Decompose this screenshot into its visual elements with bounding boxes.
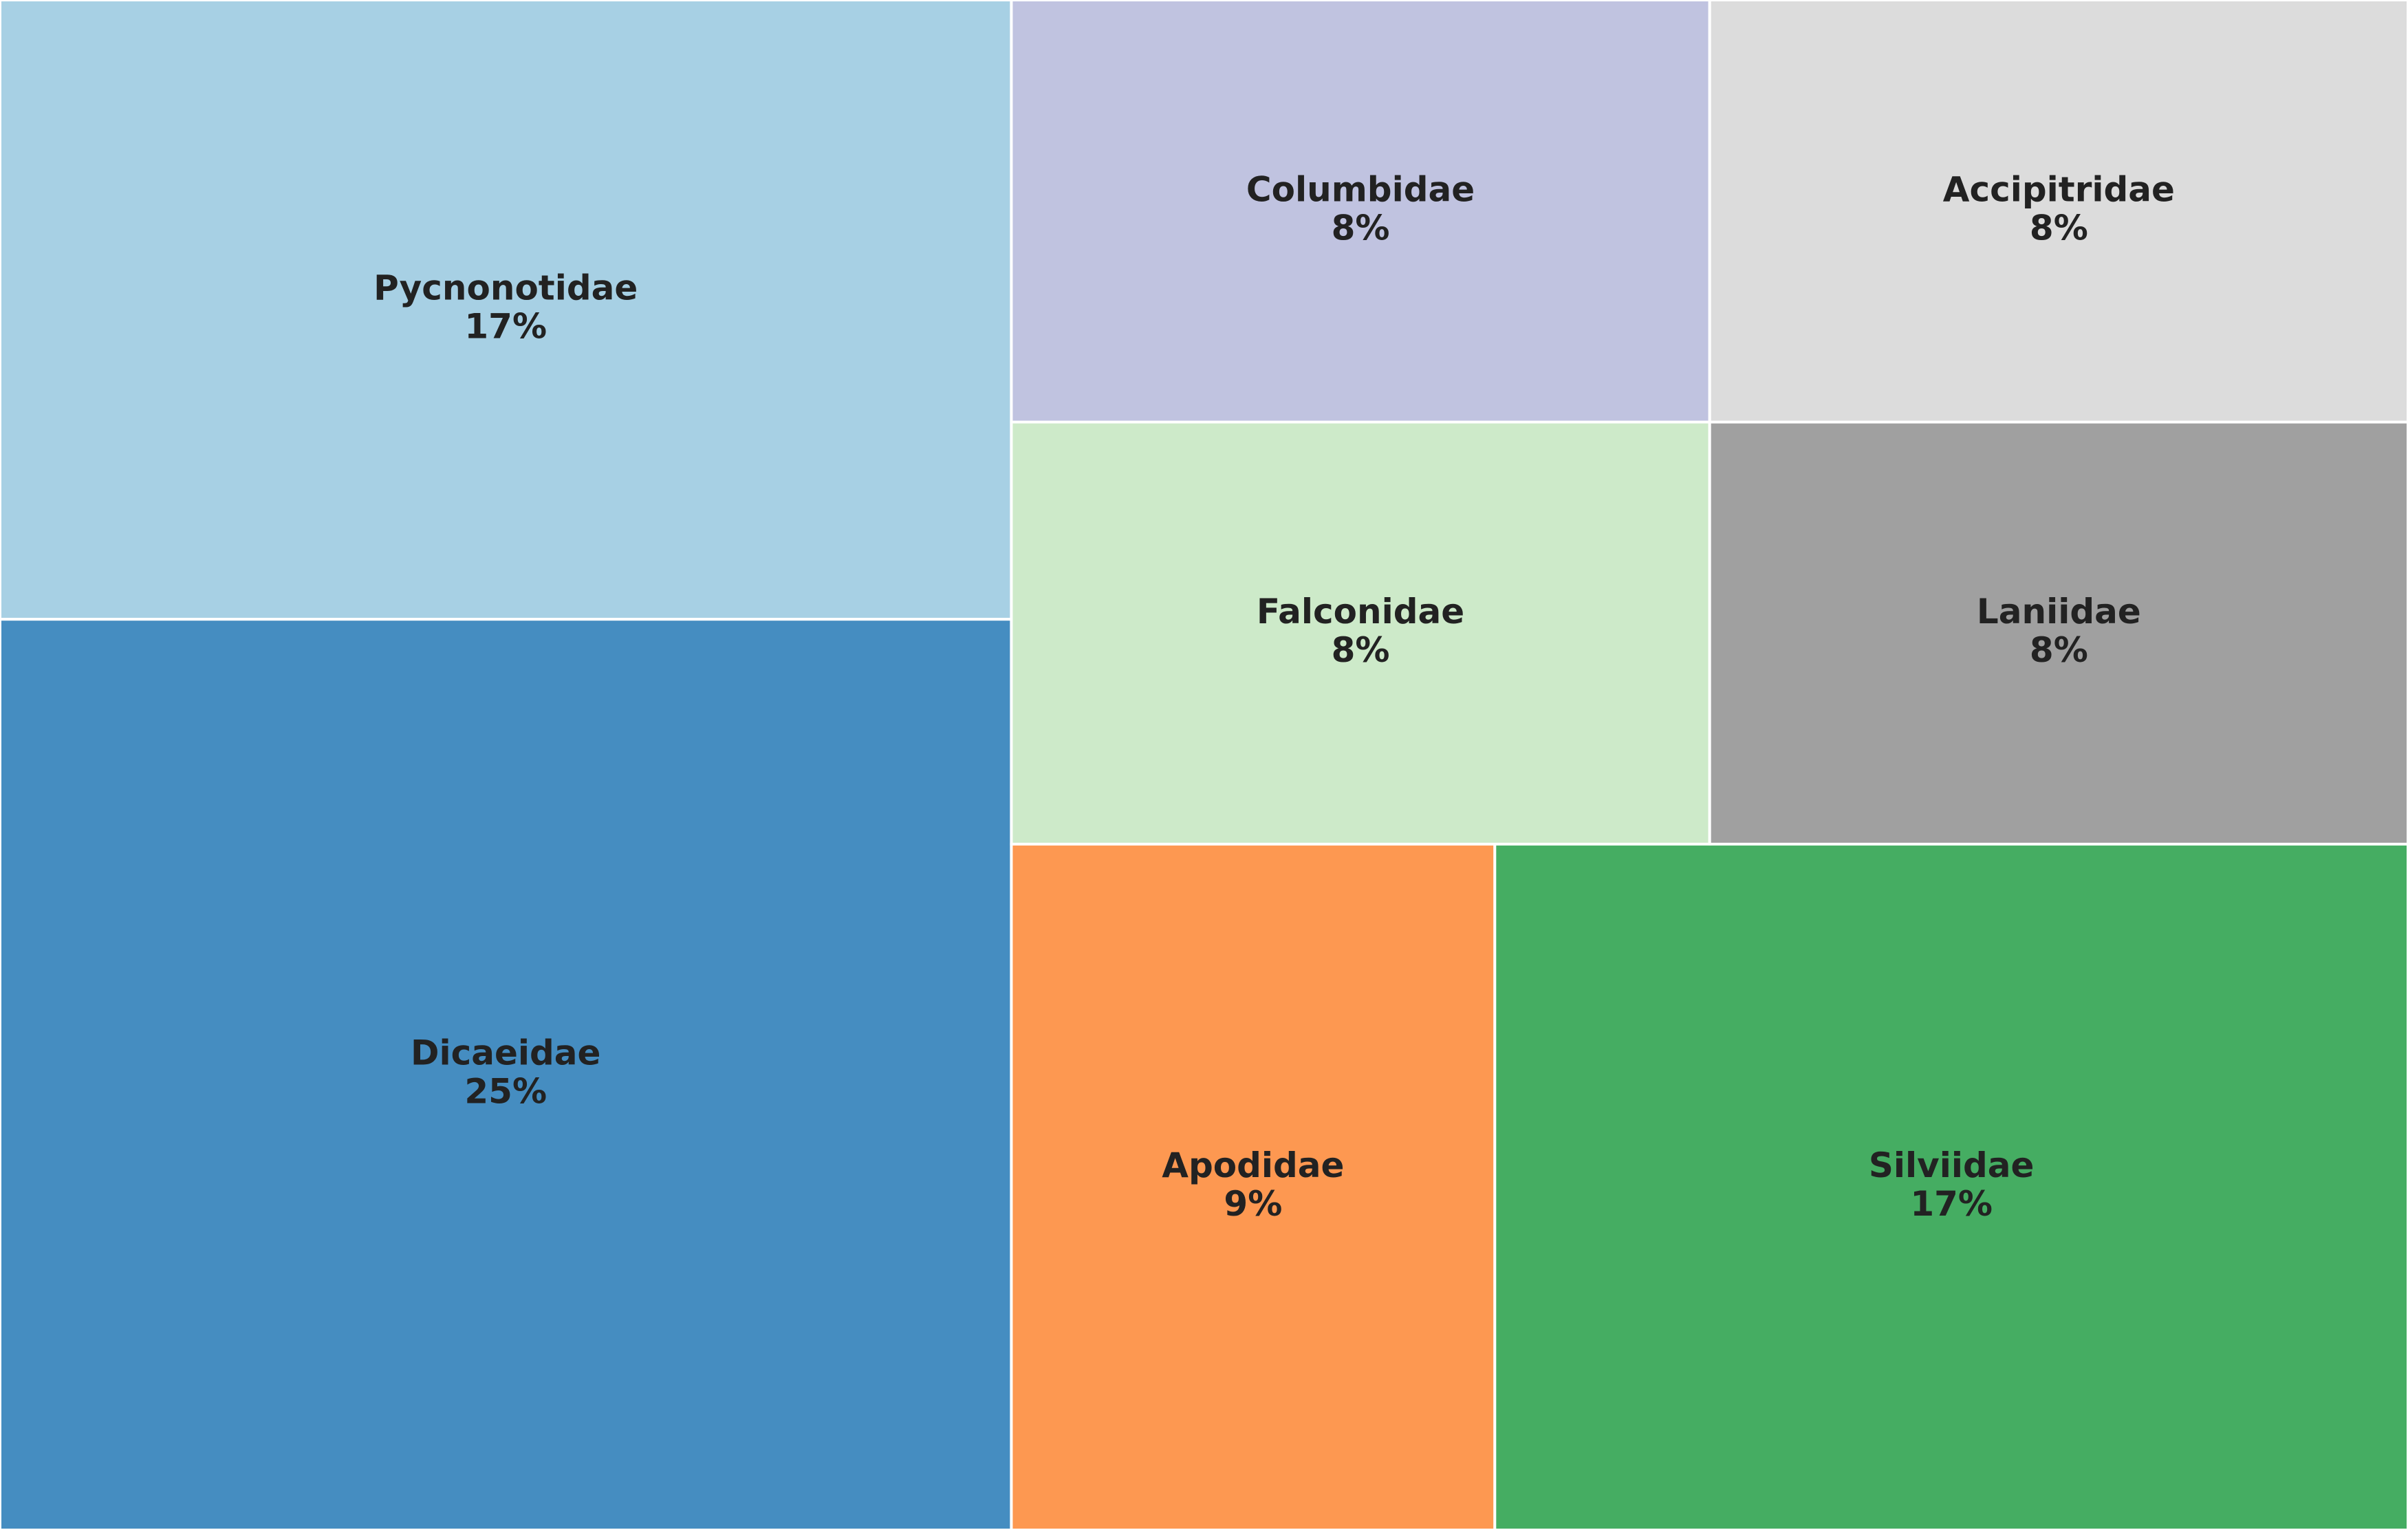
tile-value-label: 17% xyxy=(464,307,547,347)
tile-value-label: 25% xyxy=(464,1072,547,1112)
tile-label: Apodidae xyxy=(1162,1145,1344,1185)
tile-value-label: 8% xyxy=(1332,630,1390,670)
tile-value-label: 8% xyxy=(2030,208,2088,248)
tile-label: Laniidae xyxy=(1977,592,2141,632)
tile xyxy=(0,618,1013,1530)
tile xyxy=(1708,420,2408,846)
tile-label: Falconidae xyxy=(1257,592,1464,632)
tile-value-label: 8% xyxy=(1332,208,1390,248)
tile-label: Columbidae xyxy=(1246,169,1475,209)
tile xyxy=(1010,420,1711,846)
tile xyxy=(1708,0,2408,424)
tile-label: Pycnonotidae xyxy=(373,268,638,308)
tile-label: Accipitridae xyxy=(1943,169,2175,209)
tile xyxy=(0,0,1013,621)
tile-value-label: 9% xyxy=(1224,1184,1282,1224)
tile xyxy=(1010,0,1711,424)
tile xyxy=(1493,843,2408,1530)
tile-label: Dicaeidae xyxy=(411,1033,601,1073)
tile-value-label: 17% xyxy=(1910,1184,1993,1224)
tile-value-label: 8% xyxy=(2030,630,2088,670)
tile-label: Silviidae xyxy=(1869,1145,2035,1185)
